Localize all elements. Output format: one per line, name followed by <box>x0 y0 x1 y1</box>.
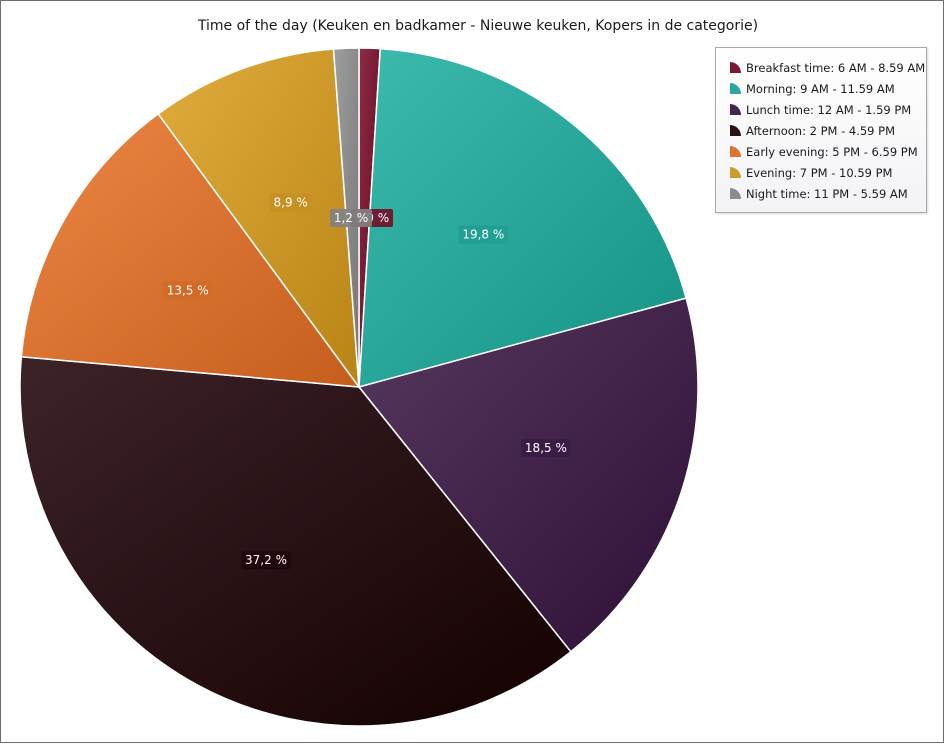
slice-label: 37,2 % <box>241 551 291 570</box>
svg-text:13,5 %: 13,5 % <box>167 284 209 298</box>
legend-item[interactable]: Evening: 7 PM - 10.59 PM <box>730 164 892 182</box>
legend-swatch <box>730 167 741 178</box>
legend-label: Morning: 9 AM - 11.59 AM <box>746 82 895 96</box>
slice-label: 8,9 % <box>269 193 312 212</box>
pie-slice[interactable] <box>358 47 688 388</box>
pie-slice[interactable] <box>19 355 572 727</box>
legend: Breakfast time: 6 AM - 8.59 AM Morning: … <box>715 47 927 213</box>
svg-text:1,2 %: 1,2 % <box>334 211 368 225</box>
pie-slice[interactable] <box>20 112 361 388</box>
slice-label: 18,5 % <box>521 439 571 457</box>
pie-slice[interactable] <box>357 297 699 653</box>
chart-title: Time of the day (Keuken en badkamer - Ni… <box>197 18 759 34</box>
legend-swatch <box>730 62 741 73</box>
legend-item[interactable]: Breakfast time: 6 AM - 8.59 AM <box>730 59 925 77</box>
slice-label: 13,5 % <box>163 281 213 300</box>
legend-label: Breakfast time: 6 AM - 8.59 AM <box>746 61 926 75</box>
legend-swatch <box>730 125 741 136</box>
svg-text:8,9 %: 8,9 % <box>274 196 308 210</box>
legend-item[interactable]: Afternoon: 2 PM - 4.59 PM <box>730 122 895 140</box>
svg-text:19,8 %: 19,8 % <box>462 228 504 242</box>
legend-item[interactable]: Night time: 11 PM - 5.59 AM <box>730 185 908 203</box>
slice-label: 19,8 % <box>458 225 508 244</box>
legend-swatch <box>730 83 741 94</box>
legend-label: Afternoon: 2 PM - 4.59 PM <box>746 124 896 138</box>
svg-text:18,5 %: 18,5 % <box>525 441 567 455</box>
legend-label: Evening: 7 PM - 10.59 PM <box>746 166 893 180</box>
legend-swatch <box>730 104 741 115</box>
pie-slice[interactable] <box>157 48 360 390</box>
legend-swatch <box>730 146 741 157</box>
legend-label: Lunch time: 12 AM - 1.59 PM <box>746 103 912 117</box>
legend-label: Early evening: 5 PM - 6.59 PM <box>746 145 918 159</box>
legend-swatch <box>730 188 741 199</box>
slice-label: 1,2 % <box>330 209 372 227</box>
legend-label: Night time: 11 PM - 5.59 AM <box>746 187 908 201</box>
legend-item[interactable]: Morning: 9 AM - 11.59 AM <box>730 80 895 98</box>
svg-text:37,2 %: 37,2 % <box>245 553 287 567</box>
legend-item[interactable]: Early evening: 5 PM - 6.59 PM <box>730 143 918 161</box>
legend-item[interactable]: Lunch time: 12 AM - 1.59 PM <box>730 101 911 119</box>
